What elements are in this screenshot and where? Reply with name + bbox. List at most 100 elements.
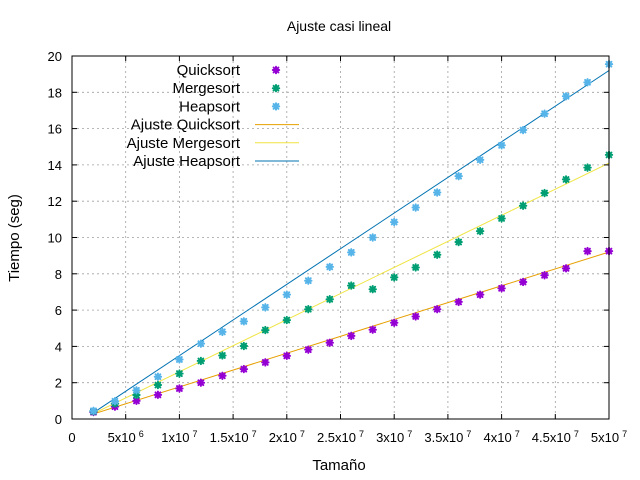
- data-point-heapsort: [475, 155, 485, 165]
- data-point-quicksort: [239, 364, 249, 374]
- y-axis-ticks: 0 2 4 6 8 10 12 14 16 18 20: [48, 49, 609, 427]
- data-point-mergesort: [561, 175, 571, 184]
- legend-marker-heapsort: [271, 102, 281, 111]
- data-point-heapsort: [432, 188, 442, 197]
- data-point-mergesort: [411, 263, 420, 272]
- legend-label-quicksort: Quicksort: [177, 62, 241, 79]
- x-tick-label: 5x10 6: [108, 429, 144, 445]
- data-point-heapsort: [518, 125, 528, 135]
- data-point-heapsort: [304, 276, 313, 285]
- data-point-heapsort: [175, 355, 184, 364]
- data-point-quicksort: [497, 284, 506, 293]
- data-point-mergesort: [390, 273, 399, 282]
- x-tick-label: 1x10 7: [161, 429, 197, 445]
- data-point-quicksort: [454, 297, 463, 307]
- grid: [72, 56, 609, 419]
- data-point-heapsort: [368, 233, 377, 242]
- data-point-heapsort: [347, 248, 356, 257]
- data-point-quicksort: [518, 277, 528, 287]
- x-axis-title: Tamaño: [312, 457, 365, 474]
- x-tick-label: 4x10 7: [483, 429, 519, 445]
- data-point-heapsort: [239, 317, 249, 326]
- data-point-mergesort: [304, 304, 313, 314]
- y-tick-label: 16: [48, 122, 62, 137]
- legend-marker-mergesort: [271, 84, 281, 93]
- x-tick-label: 2.5x10 7: [317, 429, 364, 445]
- y-tick-label: 8: [55, 267, 62, 282]
- data-point-mergesort: [196, 356, 206, 366]
- data-point-quicksort: [411, 312, 420, 321]
- legend-label-heapsort: Heapsort: [179, 98, 241, 115]
- data-point-heapsort: [132, 386, 141, 395]
- data-point-quicksort: [196, 378, 206, 387]
- x-tick-label: 5x10 7: [591, 429, 627, 445]
- y-tick-label: 4: [55, 339, 62, 354]
- data-point-quicksort: [325, 338, 334, 347]
- data-point-heapsort: [583, 78, 592, 87]
- data-point-quicksort: [282, 351, 291, 361]
- data-point-quicksort: [368, 325, 377, 334]
- data-point-mergesort: [153, 380, 163, 390]
- data-point-mergesort: [497, 214, 506, 223]
- legend-label-mergesort: Mergesort: [172, 80, 240, 97]
- data-point-heapsort: [282, 290, 291, 299]
- y-tick-label: 14: [48, 158, 62, 173]
- x-tick-label: 3x10 7: [376, 429, 412, 445]
- legend-marker-quicksort: [271, 65, 281, 75]
- x-tick-label: 3.5x10 7: [424, 429, 471, 445]
- y-tick-label: 6: [55, 303, 62, 318]
- data-point-heapsort: [411, 203, 420, 212]
- data-point-mergesort: [368, 285, 377, 294]
- data-point-mergesort: [175, 369, 184, 378]
- data-point-quicksort: [540, 271, 549, 280]
- data-point-quicksort: [583, 246, 592, 256]
- data-point-mergesort: [475, 226, 485, 236]
- data-point-quicksort: [153, 390, 163, 400]
- data-point-mergesort: [540, 188, 549, 198]
- y-axis-title: Tiempo (seg): [6, 194, 23, 282]
- legend-label-ajuste-mergesort: Ajuste Mergesort: [127, 135, 241, 152]
- data-point-quicksort: [561, 264, 571, 273]
- data-point-quicksort: [390, 318, 399, 328]
- data-point-mergesort: [454, 237, 463, 247]
- data-point-mergesort: [583, 163, 592, 172]
- y-tick-label: 20: [48, 49, 62, 64]
- chart-title: Ajuste casi lineal: [287, 18, 391, 34]
- y-tick-label: 12: [48, 194, 62, 209]
- data-point-mergesort: [518, 201, 528, 210]
- data-point-heapsort: [454, 171, 463, 181]
- data-point-heapsort: [540, 109, 549, 118]
- data-point-heapsort: [218, 327, 227, 337]
- data-point-mergesort: [347, 281, 356, 290]
- data-points: [89, 59, 614, 417]
- data-point-heapsort: [110, 397, 120, 406]
- data-point-quicksort: [347, 331, 356, 341]
- x-axis-ticks: 0 5x10 6 1x10 7 1.5x10 7 2x10 7 2.5x10 7 3x10 7 3.5x1…: [68, 56, 627, 445]
- y-tick-label: 10: [48, 231, 62, 246]
- y-tick-label: 0: [55, 412, 62, 427]
- data-point-heapsort: [261, 303, 270, 312]
- data-point-quicksort: [218, 371, 227, 381]
- data-point-quicksort: [475, 290, 485, 299]
- data-point-mergesort: [325, 295, 334, 304]
- y-tick-label: 18: [48, 85, 62, 100]
- data-point-mergesort: [261, 325, 270, 335]
- data-point-quicksort: [304, 345, 313, 354]
- y-tick-label: 2: [55, 376, 62, 391]
- legend-label-ajuste-quicksort: Ajuste Quicksort: [131, 117, 241, 134]
- legend-label-ajuste-heapsort: Ajuste Heapsort: [133, 153, 241, 170]
- data-point-mergesort: [239, 341, 249, 351]
- data-point-quicksort: [175, 384, 184, 393]
- x-tick-label: 4.5x10 7: [532, 429, 579, 445]
- data-point-quicksort: [432, 304, 442, 314]
- x-tick-label: 0: [68, 430, 75, 445]
- x-tick-label: 2x10 7: [269, 429, 305, 445]
- data-point-heapsort: [325, 262, 334, 272]
- data-point-mergesort: [432, 250, 442, 259]
- data-point-mergesort: [282, 315, 291, 325]
- data-point-heapsort: [497, 141, 506, 150]
- data-point-heapsort: [196, 339, 206, 348]
